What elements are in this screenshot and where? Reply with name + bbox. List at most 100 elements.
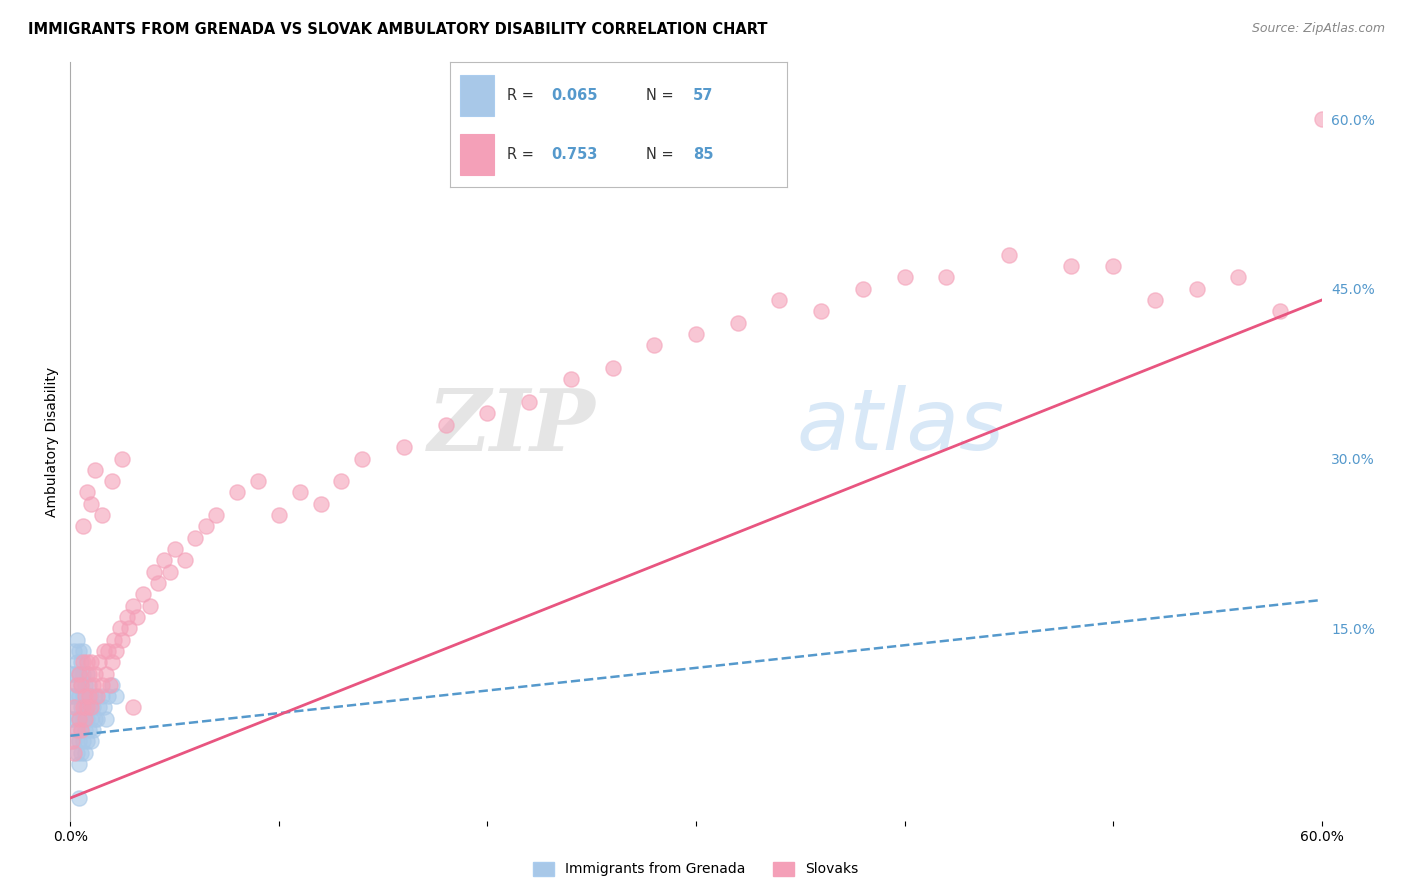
Point xyxy=(77,666,100,681)
Point xyxy=(685,326,707,341)
Point xyxy=(65,700,87,714)
Point xyxy=(69,655,91,669)
Point xyxy=(110,621,132,635)
Point xyxy=(97,644,120,658)
Point xyxy=(77,678,100,692)
Point xyxy=(121,599,145,613)
Bar xyxy=(460,134,494,175)
Point xyxy=(73,689,96,703)
Point xyxy=(76,700,98,714)
Point xyxy=(80,497,103,511)
Point xyxy=(1143,293,1166,307)
Point xyxy=(69,678,91,692)
Point xyxy=(1310,112,1333,126)
Text: 0.065: 0.065 xyxy=(551,88,598,103)
Point xyxy=(105,644,128,658)
Point xyxy=(82,723,104,738)
Point xyxy=(76,712,98,726)
Point xyxy=(67,791,90,805)
Point xyxy=(72,734,94,748)
Point xyxy=(65,632,87,647)
Point xyxy=(67,666,90,681)
Point xyxy=(65,746,87,760)
Point xyxy=(69,700,91,714)
Point xyxy=(90,678,112,692)
Point xyxy=(852,282,875,296)
Point xyxy=(80,689,103,703)
Point xyxy=(63,712,86,726)
Text: N =: N = xyxy=(645,88,678,103)
Point xyxy=(67,712,90,726)
Point xyxy=(80,700,103,714)
Point xyxy=(89,700,111,714)
Point xyxy=(67,644,90,658)
Point xyxy=(73,678,96,692)
Point xyxy=(65,723,87,738)
Point xyxy=(76,655,98,669)
Point xyxy=(142,565,165,579)
Point xyxy=(98,678,121,692)
Point xyxy=(63,689,86,703)
Point xyxy=(101,678,124,692)
Point xyxy=(67,757,90,772)
Point xyxy=(132,587,155,601)
Point xyxy=(121,700,145,714)
Point xyxy=(101,655,124,669)
Point xyxy=(115,610,138,624)
Point xyxy=(80,734,103,748)
Point xyxy=(77,689,100,703)
Point xyxy=(226,485,249,500)
Legend: Immigrants from Grenada, Slovaks: Immigrants from Grenada, Slovaks xyxy=(527,856,865,882)
Point xyxy=(111,632,134,647)
Point xyxy=(309,497,332,511)
Point xyxy=(477,406,499,420)
Point xyxy=(72,712,94,726)
Text: R =: R = xyxy=(508,88,538,103)
Point xyxy=(65,678,87,692)
Point xyxy=(125,610,148,624)
Point xyxy=(392,440,415,454)
Point xyxy=(810,304,832,318)
Point xyxy=(65,655,87,669)
Point xyxy=(84,463,107,477)
Point xyxy=(65,678,87,692)
Point xyxy=(118,621,141,635)
Point xyxy=(174,553,197,567)
Point xyxy=(82,700,104,714)
Point xyxy=(93,644,115,658)
Y-axis label: Ambulatory Disability: Ambulatory Disability xyxy=(45,367,59,516)
Point xyxy=(768,293,790,307)
Point xyxy=(330,474,353,488)
Point xyxy=(67,689,90,703)
Point xyxy=(194,519,217,533)
Point xyxy=(76,666,98,681)
Point xyxy=(72,519,94,533)
Point xyxy=(69,723,91,738)
Point xyxy=(1060,259,1083,273)
Point xyxy=(727,316,749,330)
Point xyxy=(94,666,117,681)
Point xyxy=(73,700,96,714)
Point xyxy=(72,655,94,669)
Point xyxy=(60,666,83,681)
Text: 85: 85 xyxy=(693,146,713,161)
Text: R =: R = xyxy=(508,146,538,161)
Point xyxy=(84,666,107,681)
Point xyxy=(73,712,96,726)
Point xyxy=(63,734,86,748)
Point xyxy=(94,712,117,726)
Point xyxy=(146,576,169,591)
Point xyxy=(76,689,98,703)
Point xyxy=(63,666,86,681)
Text: 57: 57 xyxy=(693,88,713,103)
Point xyxy=(159,565,181,579)
Point xyxy=(163,542,186,557)
Point xyxy=(67,734,90,748)
Text: 0.753: 0.753 xyxy=(551,146,598,161)
Point xyxy=(153,553,176,567)
Point xyxy=(352,451,374,466)
Point xyxy=(267,508,290,522)
Point xyxy=(60,712,83,726)
Point xyxy=(72,666,94,681)
Point xyxy=(63,746,86,760)
